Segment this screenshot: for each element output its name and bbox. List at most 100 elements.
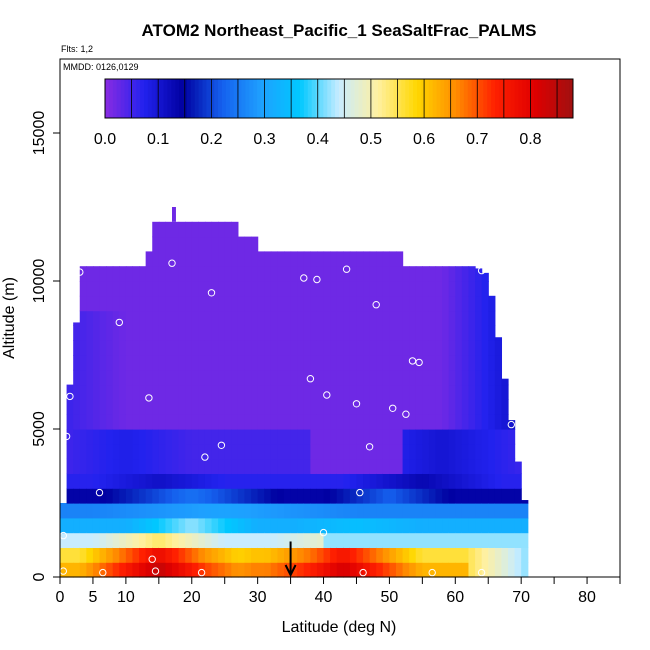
heatmap-cell	[323, 325, 331, 341]
heatmap-cell	[396, 399, 404, 415]
heatmap-cell	[330, 429, 338, 445]
heatmap-cell	[303, 266, 311, 282]
heatmap-cell	[461, 414, 470, 430]
heatmap-cell	[185, 325, 193, 341]
heatmap-cell	[145, 443, 153, 460]
colorbar-segment	[557, 79, 562, 118]
heatmap-cell	[369, 281, 377, 297]
y-tick-label: 0	[31, 572, 48, 581]
heatmap-cell	[237, 251, 246, 267]
heatmap-cell	[508, 429, 516, 445]
heatmap-cell	[330, 295, 338, 312]
heatmap-cell	[79, 547, 87, 563]
heatmap-cell	[316, 310, 325, 326]
heatmap-cell	[389, 295, 397, 312]
heatmap-cell	[428, 399, 437, 415]
heatmap-cell	[99, 325, 107, 341]
heatmap-cell	[409, 562, 417, 578]
heatmap-cell	[415, 310, 423, 326]
heatmap-cell	[251, 236, 259, 252]
heatmap-cell	[415, 281, 423, 297]
heatmap-cell	[343, 295, 351, 312]
heatmap-cell	[415, 414, 423, 430]
heatmap-cell	[428, 429, 437, 445]
colorbar-segment	[545, 79, 551, 118]
heatmap-cell	[455, 369, 463, 386]
colorbar-segment	[385, 79, 391, 118]
heatmap-cell	[204, 369, 213, 386]
heatmap-cell	[297, 429, 305, 445]
heatmap-cell	[316, 266, 325, 282]
heatmap-cell	[119, 384, 127, 400]
heatmap-cell	[363, 458, 371, 474]
heatmap-cell	[330, 458, 338, 474]
heatmap-cell	[494, 532, 503, 548]
heatmap-cell	[349, 325, 358, 341]
heatmap-cell	[218, 251, 226, 267]
heatmap-cell	[284, 281, 292, 297]
heatmap-cell	[152, 384, 160, 400]
heatmap-cell	[455, 547, 463, 563]
heatmap-cell	[349, 517, 358, 534]
heatmap-cell	[389, 488, 397, 504]
heatmap-cell	[422, 325, 430, 341]
heatmap-cell	[297, 355, 305, 371]
heatmap-cell	[139, 488, 147, 504]
heatmap-cell	[310, 488, 318, 504]
heatmap-cell	[442, 384, 450, 400]
heatmap-cell	[119, 295, 127, 312]
heatmap-cell	[165, 236, 173, 252]
colorbar-segment	[183, 79, 188, 118]
heatmap-cell	[139, 295, 147, 312]
heatmap-cell	[125, 310, 134, 326]
heatmap-cell	[139, 473, 147, 489]
heatmap-cell	[99, 503, 107, 519]
heatmap-cell	[92, 547, 101, 563]
heatmap-cell	[172, 547, 180, 563]
heatmap-cell	[349, 369, 358, 386]
heatmap-cell	[204, 310, 213, 326]
heatmap-cell	[316, 251, 325, 267]
heatmap-cell	[501, 414, 509, 430]
heatmap-cell	[270, 251, 279, 267]
heatmap-cell	[132, 399, 140, 415]
heatmap-cell	[132, 473, 140, 489]
heatmap-cell	[237, 281, 246, 297]
heatmap-cell	[172, 503, 180, 519]
heatmap-cell	[264, 488, 272, 504]
colorbar-segment	[319, 79, 324, 118]
heatmap-cell	[251, 399, 259, 415]
colorbar-segment	[323, 79, 328, 118]
x-tick-label: 10	[117, 589, 135, 606]
heatmap-cell	[224, 266, 232, 282]
heatmap-cell	[211, 532, 219, 548]
heatmap-cell	[92, 281, 101, 297]
heatmap-cell	[204, 443, 213, 460]
heatmap-cell	[99, 310, 107, 326]
heatmap-cell	[198, 369, 206, 386]
heatmap-cell	[376, 266, 384, 282]
heatmap-cell	[231, 517, 239, 534]
heatmap-cell	[448, 532, 456, 548]
heatmap-cell	[501, 378, 509, 386]
heatmap-cell	[356, 562, 364, 578]
heatmap-cell	[323, 340, 331, 356]
heatmap-cell	[369, 251, 377, 267]
heatmap-cell	[251, 429, 259, 445]
heatmap-cell	[435, 399, 443, 415]
heatmap-cell	[231, 429, 239, 445]
heatmap-cell	[204, 414, 213, 430]
heatmap-cell	[185, 443, 193, 460]
heatmap-cell	[211, 355, 219, 371]
heatmap-cell	[468, 473, 476, 489]
heatmap-cell	[106, 517, 114, 534]
heatmap-cell	[191, 310, 199, 326]
heatmap-cell	[106, 325, 114, 341]
heatmap-cell	[237, 325, 246, 341]
heatmap-cell	[125, 325, 134, 341]
heatmap-cell	[481, 503, 489, 519]
heatmap-cell	[185, 414, 193, 430]
heatmap-cell	[99, 295, 107, 312]
heatmap-cell	[178, 473, 186, 489]
heatmap-cell	[172, 207, 176, 222]
